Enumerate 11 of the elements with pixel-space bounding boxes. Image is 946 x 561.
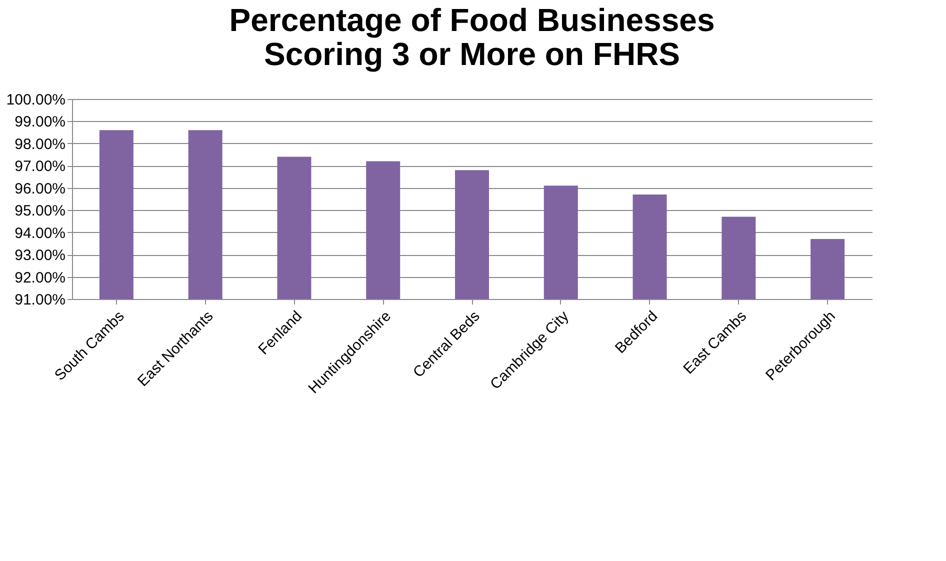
y-tick-label: 95.00% [14,202,66,220]
y-tick-label: 92.00% [14,269,66,286]
y-tick-label: 96.00% [14,180,66,198]
y-tick-label: 97.00% [14,158,66,176]
y-tick-label: 93.00% [14,247,66,264]
y-tick-label: 98.00% [14,136,66,153]
y-tick-label: 91.00% [14,292,66,308]
y-tick-label: 99.00% [14,114,66,131]
y-tick-label: 94.00% [14,224,66,242]
y-tick-label: 100.00% [6,92,66,108]
text: Percentage of Food Businesses [229,2,715,38]
